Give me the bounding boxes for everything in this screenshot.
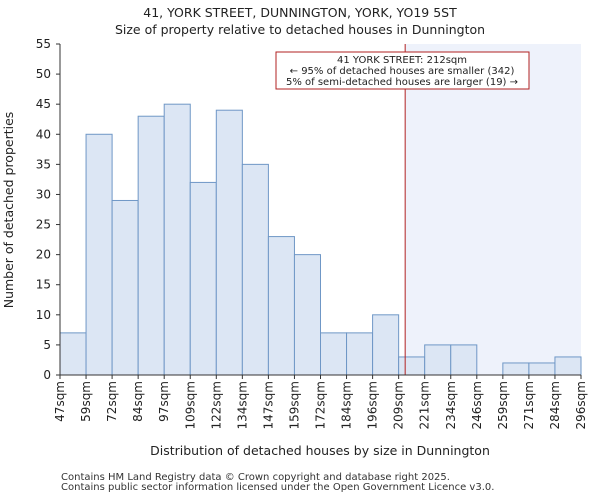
x-ticks-group: 47sqm 59sqm 72sqm 84sqm 97sqm 109sqm 122sqm 134… [53,375,588,429]
x-tick-label: 209sqm [392,381,406,429]
x-tick-label: 84sqm [131,381,145,422]
x-tick-label: 134sqm [235,381,249,429]
x-tick-label: 159sqm [287,381,301,429]
bar [267,236,295,376]
x-tick-label: 72sqm [105,381,119,422]
bar [163,103,191,376]
bar [398,356,426,376]
above-property-shaded-region [405,44,581,375]
x-tick-label: 271sqm [522,381,536,429]
y-tick-label: 50 [36,67,51,81]
y-tick-label: 5 [43,338,51,352]
x-tick-label: 97sqm [157,381,171,422]
bar [424,344,452,376]
y-ticks-group: 0 5 10 15 20 25 30 35 40 45 50 55 [36,37,60,382]
bar [189,181,217,376]
y-tick-label: 35 [36,157,51,171]
chart-title: 41, YORK STREET, DUNNINGTON, YORK, YO19 … [143,5,457,20]
annotation-line-3: 5% of semi-detached houses are larger (1… [286,77,518,88]
bar [111,199,139,376]
annotation-box: 41 YORK STREET: 212sqm ← 95% of detached… [275,51,530,90]
x-tick-label: 122sqm [209,381,223,429]
y-tick-label: 15 [36,278,51,292]
bar [372,314,400,376]
footer-copyright: Contains HM Land Registry data © Crown c… [61,472,450,483]
bar [554,356,582,376]
y-tick-label: 20 [36,248,51,262]
x-tick-label: 196sqm [366,381,380,429]
chart-subtitle: Size of property relative to detached ho… [115,22,485,37]
y-tick-label: 45 [36,97,51,111]
x-tick-label: 47sqm [53,381,67,422]
bar [137,115,165,376]
y-tick-label: 0 [43,368,51,382]
x-tick-label: 234sqm [444,381,458,429]
y-axis-label: Number of detached properties [1,112,16,309]
y-tick-label: 40 [36,127,51,141]
bar [293,254,322,376]
annotation-line-1: 41 YORK STREET: 212sqm [337,55,467,66]
y-tick-label: 30 [36,187,51,201]
bar [502,362,530,376]
bar [85,133,113,376]
bar [241,163,269,376]
x-tick-label: 246sqm [470,381,484,429]
bar [59,332,87,376]
y-tick-label: 10 [36,308,51,322]
x-tick-label: 59sqm [79,381,93,422]
bar [320,332,348,376]
y-tick-label: 25 [36,218,51,232]
annotation-line-2: ← 95% of detached houses are smaller (34… [290,66,515,77]
x-tick-label: 284sqm [548,381,562,429]
x-tick-label: 147sqm [261,381,275,429]
bars-group [59,103,582,376]
bar [346,332,374,376]
bar [528,362,556,376]
x-tick-label: 109sqm [183,381,197,429]
x-tick-label: 221sqm [418,381,432,429]
x-axis-label: Distribution of detached houses by size … [150,443,490,458]
x-tick-label: 259sqm [496,381,510,429]
x-tick-label: 172sqm [314,381,328,429]
annotation-frame [275,51,530,90]
x-tick-label: 296sqm [574,381,588,429]
y-tick-label: 55 [36,37,51,51]
footer-licence: Contains public sector information licen… [61,482,495,493]
bar [450,344,478,376]
bar [215,109,243,376]
x-tick-label: 184sqm [340,381,354,429]
